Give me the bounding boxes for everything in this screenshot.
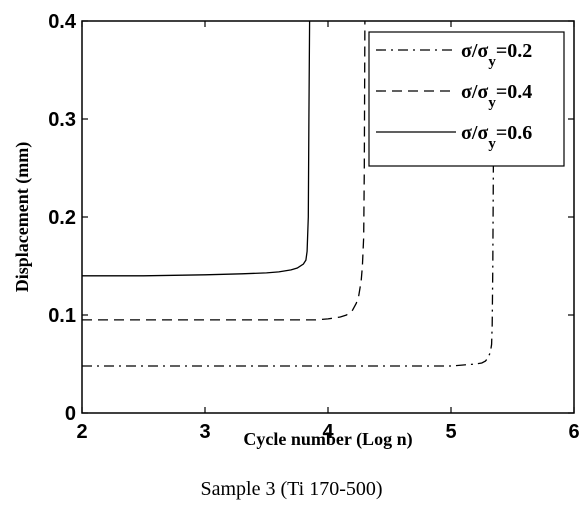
series-line-2 bbox=[82, 21, 311, 277]
y-tick-label: 0.1 bbox=[48, 305, 76, 327]
x-tick-label: 2 bbox=[76, 421, 87, 443]
series-line-0 bbox=[82, 158, 495, 367]
legend: σ/σy=0.2 σ/σy=0.4 σ/σy=0.6 bbox=[368, 31, 565, 167]
x-tick-label: 4 bbox=[322, 421, 334, 443]
legend-label-0: σ/σy=0.2 bbox=[461, 40, 532, 70]
y-axis-label: Displacement (mm) bbox=[12, 142, 33, 292]
series-line-1 bbox=[82, 21, 366, 321]
y-tick-label: 0.3 bbox=[48, 109, 76, 131]
y-tick-label: 0.4 bbox=[48, 11, 77, 33]
x-tick-label: 5 bbox=[445, 421, 456, 443]
legend-items: σ/σy=0.2 σ/σy=0.4 σ/σy=0.6 bbox=[376, 40, 532, 152]
x-tick-label: 6 bbox=[568, 421, 579, 443]
figure-caption: Sample 3 (Ti 170-500) bbox=[200, 478, 383, 500]
x-axis: 2 3 4 5 6 bbox=[76, 21, 580, 443]
y-tick-label: 0 bbox=[65, 403, 76, 425]
x-tick-label: 3 bbox=[199, 421, 210, 443]
y-axis: 0 0.1 0.2 0.3 0.4 bbox=[48, 11, 574, 425]
y-tick-label: 0.2 bbox=[48, 207, 76, 229]
series-layer bbox=[82, 21, 495, 367]
legend-label-1: σ/σy=0.4 bbox=[461, 81, 532, 111]
legend-label-2: σ/σy=0.6 bbox=[461, 122, 532, 152]
x-axis-label: Cycle number (Log n) bbox=[243, 429, 412, 450]
legend-box bbox=[368, 31, 565, 167]
